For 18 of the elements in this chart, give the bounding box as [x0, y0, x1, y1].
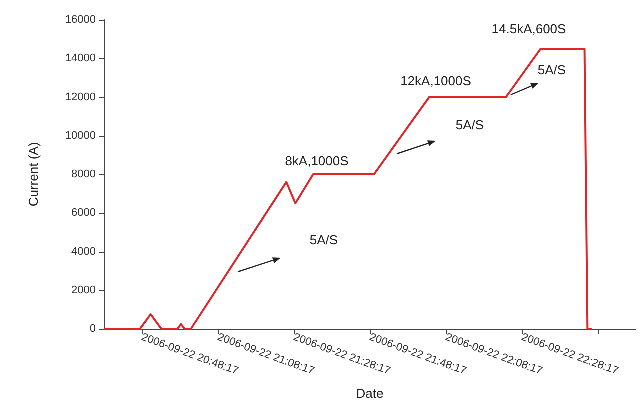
y-tick-label: 10000 [65, 130, 96, 142]
annotation: 5A/S [310, 232, 338, 248]
annotation: 5A/S [456, 117, 484, 132]
y-tick-label: 2000 [72, 284, 96, 296]
y-tick-label: 0 [90, 323, 96, 335]
y-tick-label: 4000 [72, 246, 96, 258]
y-tick-label: 12000 [65, 91, 96, 104]
annotation: 12kA,1000S [400, 73, 472, 88]
x-axis-title: Date [356, 386, 384, 401]
y-tick-label: 14000 [65, 52, 96, 65]
y-axis-title: Current (A) [26, 142, 41, 207]
y-tick-label: 16000 [65, 14, 96, 26]
annotation: 8kA,1000S [285, 153, 350, 168]
annotation: 5A/S [538, 62, 566, 78]
line-series [103, 48, 593, 330]
y-tick-label: 8000 [72, 168, 96, 180]
annotation: 14.5kA,600S [492, 21, 567, 36]
y-tick-label: 6000 [72, 207, 96, 220]
